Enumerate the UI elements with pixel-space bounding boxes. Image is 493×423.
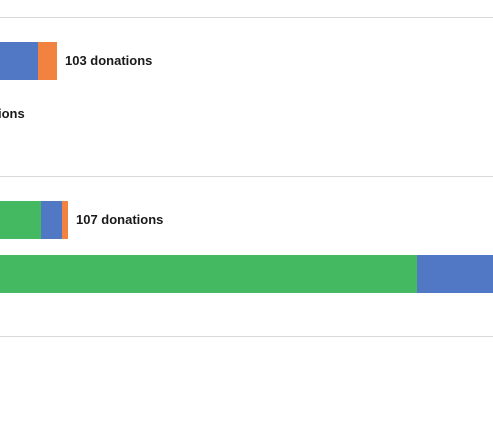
bar-segment-blue <box>41 201 62 239</box>
stacked-bar <box>0 42 57 80</box>
group-divider <box>0 176 493 177</box>
bar-segment-orange <box>38 42 57 80</box>
bar-segment-green <box>0 201 41 239</box>
group-divider <box>0 17 493 18</box>
donation-count-label: ions <box>0 106 25 121</box>
bar-segment-green <box>0 255 417 293</box>
donation-count-label: 107 donations <box>76 212 164 227</box>
bar-segment-blue <box>0 42 38 80</box>
group-divider <box>0 336 493 337</box>
bar-segment-blue <box>417 255 493 293</box>
stacked-bar <box>0 201 68 239</box>
stacked-bar <box>0 255 493 293</box>
bar-segment-orange <box>62 201 68 239</box>
donation-count-label: 103 donations <box>65 53 153 68</box>
